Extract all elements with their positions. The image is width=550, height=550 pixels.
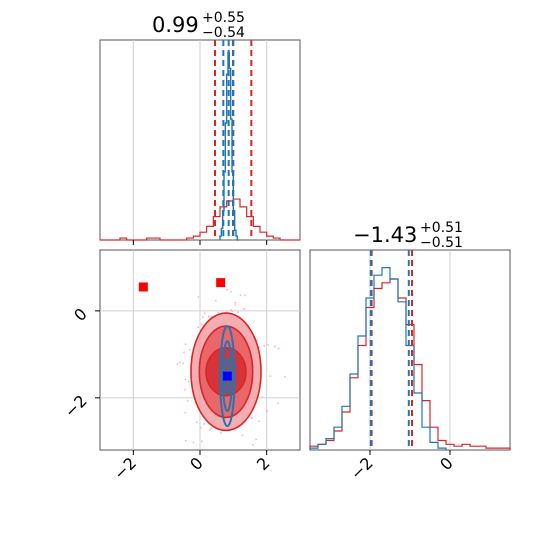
scatter-point xyxy=(274,345,276,348)
histograms xyxy=(309,267,511,450)
title-param0: 0.99 xyxy=(152,13,199,37)
scatter-point xyxy=(203,312,206,315)
tick-label: −2 xyxy=(110,453,140,483)
scatter-point xyxy=(237,311,239,314)
contour-blue xyxy=(219,325,236,428)
scatter-point xyxy=(178,361,181,364)
title-upper: +0.55 xyxy=(202,10,245,26)
scatter-point xyxy=(220,432,222,434)
title-value: 0.99 xyxy=(152,13,199,37)
scatter-point xyxy=(186,400,189,402)
title-lower: −0.54 xyxy=(202,25,245,41)
tick-label: 0 xyxy=(436,453,457,474)
scatter-point xyxy=(187,380,190,383)
title-param1: −1.43 xyxy=(353,223,417,247)
contour-blue xyxy=(221,340,233,412)
scatter-point xyxy=(284,375,286,378)
tick-label: 0 xyxy=(70,304,91,325)
scatter-point xyxy=(209,428,212,431)
scatter-point xyxy=(230,291,232,293)
scatter-point xyxy=(210,427,213,429)
scatter-point xyxy=(176,363,179,366)
scatter-point xyxy=(261,396,263,398)
scatter-point xyxy=(255,438,258,441)
scatter-point xyxy=(277,402,279,405)
quantile-lines xyxy=(214,40,253,240)
scatter-point xyxy=(203,423,206,425)
scatter-point xyxy=(188,348,191,351)
marker-square xyxy=(138,282,148,292)
scatter-point xyxy=(195,421,198,424)
scatter-point xyxy=(263,345,266,347)
scatter-point xyxy=(234,301,237,304)
panel-frame xyxy=(309,249,511,451)
tick-label: −2 xyxy=(347,453,377,483)
scatter-point xyxy=(241,434,244,437)
marker-square xyxy=(222,371,232,381)
title-lower: −0.51 xyxy=(420,235,463,251)
scatter-point xyxy=(239,294,242,297)
scatter-point xyxy=(234,304,237,307)
scatter-point xyxy=(226,288,229,291)
tick-label: 0 xyxy=(186,453,207,474)
tick-label: −2 xyxy=(61,391,91,421)
scatter-point xyxy=(200,426,202,429)
scatter-point xyxy=(269,375,272,378)
scatter-point xyxy=(184,378,187,381)
histogram-blue xyxy=(309,267,447,450)
scatter-point xyxy=(251,417,254,420)
scatter-point xyxy=(258,420,260,423)
scatter-point xyxy=(251,443,254,446)
gridlines xyxy=(132,40,268,240)
scatter-point xyxy=(214,299,217,302)
scatter-point xyxy=(243,307,246,310)
scatter-point xyxy=(184,343,187,346)
scatter-point xyxy=(207,315,210,318)
marker-square xyxy=(216,278,226,288)
tick-label: 2 xyxy=(253,453,274,474)
scatter-point xyxy=(267,344,270,347)
scatter-point xyxy=(200,440,203,443)
scatter-point xyxy=(244,294,246,297)
panel-param1-hist xyxy=(309,249,511,451)
quantile-lines xyxy=(369,250,413,450)
panel-param0-hist xyxy=(99,39,301,241)
histogram-red xyxy=(309,278,511,450)
scatter-point xyxy=(231,310,234,313)
scatter-point xyxy=(184,411,187,414)
scatter-point xyxy=(277,347,280,350)
scatter-point xyxy=(192,441,195,444)
gridlines xyxy=(100,250,300,450)
scatter-point xyxy=(201,316,204,319)
scatter-point xyxy=(197,296,200,298)
scatter-point xyxy=(184,439,187,442)
scatter-point xyxy=(230,309,233,311)
panel-2d xyxy=(99,249,301,451)
scatter-point xyxy=(182,362,185,365)
scatter-point xyxy=(184,388,186,391)
scatter-point xyxy=(217,311,220,314)
title-upper: +0.51 xyxy=(420,220,463,236)
scatter-point xyxy=(183,351,185,354)
scatter-point xyxy=(197,326,200,329)
markers xyxy=(138,278,232,381)
histogram-red xyxy=(100,198,300,241)
scatter-point xyxy=(200,323,203,326)
title-value: −1.43 xyxy=(353,223,417,247)
scatter-point xyxy=(266,410,268,412)
